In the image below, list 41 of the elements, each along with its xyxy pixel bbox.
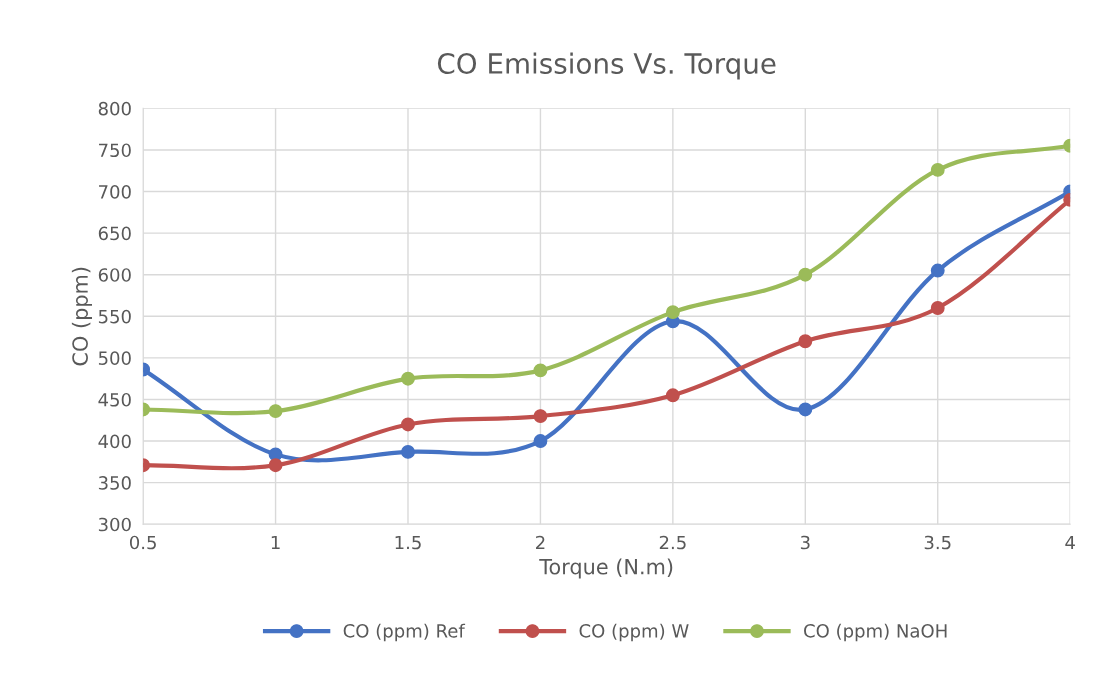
point bbox=[798, 402, 813, 417]
point bbox=[798, 267, 813, 282]
point bbox=[930, 301, 945, 315]
x-tick-label: 2.5 bbox=[659, 535, 686, 550]
point bbox=[533, 434, 548, 449]
x-axis-title: Torque (N.m) bbox=[539, 558, 673, 579]
x-tick-label: 0.5 bbox=[129, 535, 156, 550]
y-tick-label: 400 bbox=[98, 434, 131, 449]
point bbox=[930, 263, 945, 278]
x-tick-label: 3.5 bbox=[924, 535, 951, 550]
y-tick-label: 800 bbox=[98, 101, 131, 116]
x-tick-label: 1 bbox=[271, 535, 280, 550]
y-axis-title: CO (ppm) bbox=[71, 267, 92, 366]
point bbox=[665, 305, 680, 320]
y-tick-label: 600 bbox=[98, 268, 131, 282]
y-tick-label: 700 bbox=[99, 184, 131, 199]
point bbox=[665, 388, 680, 403]
x-tick-label: 1.5 bbox=[395, 535, 421, 550]
x-tick-label: 2 bbox=[536, 535, 545, 550]
legend-label: CO (ppm) Ref bbox=[343, 623, 466, 642]
point bbox=[401, 417, 415, 432]
y-tick-label: 300 bbox=[98, 517, 131, 532]
point bbox=[268, 458, 283, 473]
y-tick-label: 350 bbox=[98, 476, 131, 490]
x-tick-label: 3 bbox=[800, 535, 810, 550]
legend-label: CO (ppm) W bbox=[579, 623, 689, 642]
legend-label: CO (ppm) NaOH bbox=[804, 623, 947, 642]
point bbox=[401, 371, 415, 386]
y-tick-label: 450 bbox=[98, 392, 131, 407]
y-tick-label: 750 bbox=[99, 143, 131, 158]
point bbox=[533, 409, 548, 424]
y-tick-label: 500 bbox=[98, 351, 131, 365]
x-tick-label: 4 bbox=[1065, 535, 1075, 550]
point bbox=[798, 334, 813, 349]
y-tick-label: 650 bbox=[98, 226, 131, 241]
point bbox=[930, 162, 945, 177]
point bbox=[268, 404, 283, 419]
chart-title: CO Emissions Vs. Torque bbox=[437, 52, 776, 80]
point bbox=[533, 363, 548, 378]
y-tick-label: 550 bbox=[98, 309, 131, 324]
point bbox=[401, 444, 415, 459]
